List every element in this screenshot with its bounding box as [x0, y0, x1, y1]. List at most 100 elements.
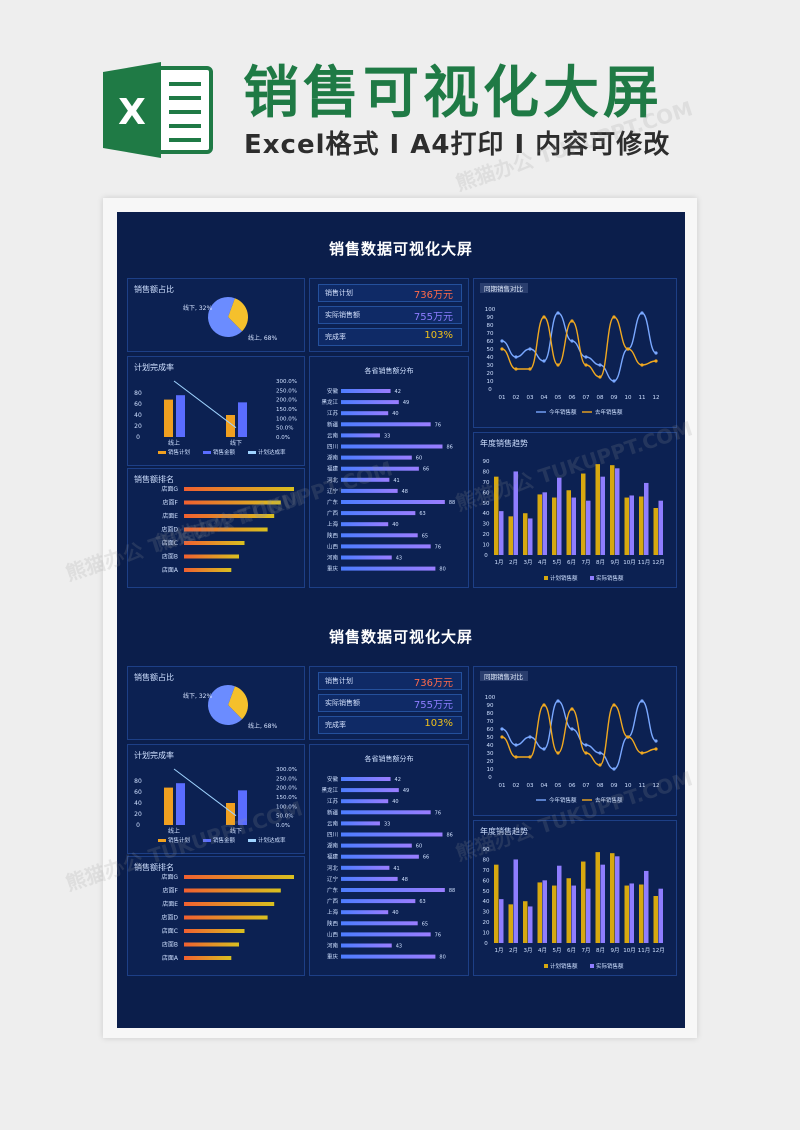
kpi-panel: 销售计划 736万元 实际销售额 755万元 完成率 103%	[309, 278, 469, 352]
data-point	[528, 735, 532, 739]
kpi-label: 实际销售额	[325, 699, 360, 707]
plan-bar	[508, 516, 513, 555]
data-point	[514, 367, 518, 371]
dashboard-title: 销售数据可视化大屏	[328, 628, 473, 646]
kpi-panel: 销售计划 736万元 实际销售额 755万元 完成率 103%	[309, 666, 469, 740]
data-point	[556, 751, 560, 755]
y-tick-label: 20	[487, 371, 494, 377]
y-tick-label: 90	[487, 315, 494, 321]
yoy-panel: 同期销售对比 100 90 80 70 60 50 40 30 20 10 0 01 02 03 04 05 06…	[473, 666, 677, 816]
data-point	[542, 703, 546, 707]
data-point	[570, 727, 574, 731]
plan-bar	[537, 494, 542, 555]
annual-title: 年度销售趋势	[480, 439, 528, 448]
actual-bar	[600, 864, 605, 943]
province-label: 云南	[327, 819, 339, 827]
province-value: 80	[439, 955, 445, 961]
province-label: 重庆	[327, 565, 339, 573]
y2-tick-label: 250.0%	[276, 388, 297, 394]
pie-title: 销售额占比	[134, 285, 174, 294]
dashboard-screen: 销售数据可视化大屏 销售额占比 线下, 32% 线上, 68% 销售计划 736万元 实际销…	[117, 212, 685, 1028]
province-label: 河南	[327, 554, 339, 562]
data-point	[514, 743, 518, 747]
ranking-bar	[184, 514, 275, 518]
last-year-line	[501, 704, 657, 766]
ranking-label: 店面E	[162, 900, 178, 908]
data-point	[654, 747, 658, 751]
data-point	[640, 699, 644, 703]
data-point	[626, 347, 630, 351]
data-point	[528, 347, 532, 351]
province-bar	[341, 910, 389, 915]
province-bar	[341, 444, 443, 449]
y-tick-label: 80	[487, 711, 494, 717]
legend-label: 去年销售额	[595, 796, 623, 804]
province-bar	[341, 433, 380, 438]
y2-tick-label: 0.0%	[276, 435, 290, 441]
y-tick-label: 90	[483, 847, 490, 853]
x-tick-label: 4月	[538, 559, 547, 566]
y2-tick-label: 100.0%	[276, 804, 297, 810]
kpi-value: 755万元	[413, 312, 453, 323]
data-point	[500, 347, 504, 351]
ranking-title: 销售额排名	[134, 475, 174, 484]
y2-tick-label: 150.0%	[276, 795, 297, 801]
pie-slice	[208, 685, 243, 725]
province-value: 88	[449, 500, 455, 506]
kpi-value: 103%	[424, 718, 453, 729]
province-label: 云南	[327, 431, 339, 439]
province-bar	[341, 411, 389, 416]
pie-label: 线下, 32%	[183, 692, 212, 700]
x-tick-label: 05	[555, 395, 562, 401]
actual-bar	[658, 888, 663, 943]
province-label: 福建	[327, 465, 339, 473]
data-point	[514, 755, 518, 759]
legend-label: 实际销售额	[596, 574, 624, 582]
province-label: 黑龙江	[321, 398, 338, 406]
province-label: 湖南	[327, 454, 339, 462]
data-point	[598, 375, 602, 379]
x-tick-label: 12	[653, 395, 660, 401]
province-value: 41	[393, 866, 399, 872]
x-tick-label: 12月	[652, 559, 665, 566]
legend-swatch	[248, 451, 256, 454]
legend-swatch	[203, 839, 211, 842]
province-label: 重庆	[327, 953, 339, 961]
kpi-value: 755万元	[413, 700, 453, 711]
y-tick-label: 30	[483, 910, 490, 916]
kpi-value: 736万元	[413, 678, 453, 689]
data-point	[528, 755, 532, 759]
y-tick-label: 100	[485, 695, 496, 701]
province-title: 各省销售额分布	[365, 366, 414, 375]
province-value: 76	[435, 544, 441, 550]
y-tick-label: 20	[487, 759, 494, 765]
province-panel: 各省销售额分布 安徽 42 黑龙江 49 江苏 40 新疆 76 云南 33 四川 86 湖南 60 福建 66…	[309, 744, 469, 976]
province-label: 新疆	[327, 420, 339, 428]
province-bar	[341, 943, 392, 948]
actual-bar	[571, 497, 576, 555]
legend-swatch	[203, 451, 211, 454]
province-panel: 各省销售额分布 安徽 42 黑龙江 49 江苏 40 新疆 76 云南 33 四川 86 湖南 60 福建 66…	[309, 356, 469, 588]
province-value: 42	[395, 389, 401, 395]
data-point	[500, 339, 504, 343]
legend-label: 计划达成率	[258, 448, 286, 456]
province-label: 上海	[327, 520, 339, 528]
province-label: 黑龙江	[321, 786, 338, 794]
x-tick-label: 1月	[495, 559, 504, 566]
data-point	[654, 359, 658, 363]
province-bar	[341, 876, 398, 881]
y-tick-label: 80	[483, 469, 490, 475]
province-bar	[341, 843, 412, 848]
province-bar	[341, 799, 389, 804]
province-label: 河北	[327, 476, 339, 484]
x-tick-label: 07	[583, 395, 590, 401]
province-label: 陕西	[327, 919, 339, 927]
x-tick-label: 02	[513, 783, 520, 789]
legend-label: 销售金额	[213, 448, 236, 456]
province-bar	[341, 810, 431, 815]
province-value: 49	[403, 400, 409, 406]
data-point	[542, 359, 546, 363]
pie-title: 销售额占比	[134, 673, 174, 682]
kpi-value: 736万元	[413, 290, 453, 301]
data-point	[528, 367, 532, 371]
